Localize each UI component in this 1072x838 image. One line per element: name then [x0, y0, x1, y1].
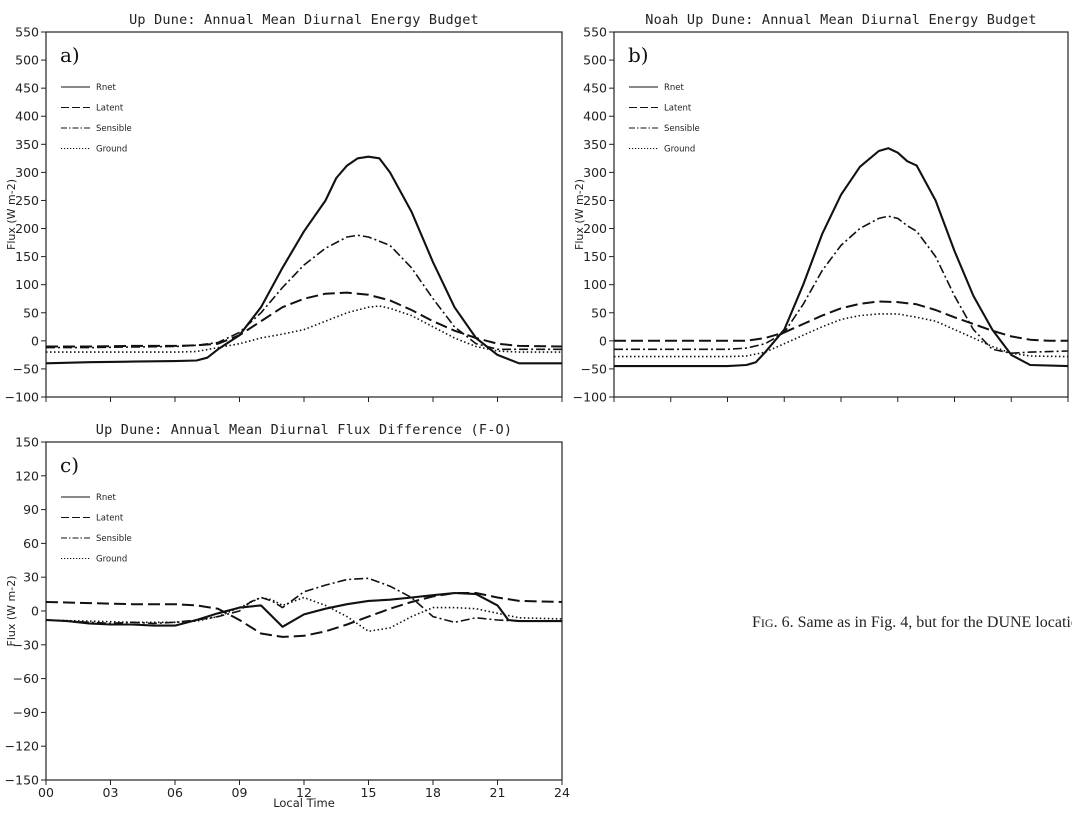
y-tick-label: 450 — [583, 81, 607, 96]
plot-frame — [45, 31, 563, 398]
x-tick-label: 21 — [490, 785, 506, 800]
legend-label-latent: Latent — [96, 104, 124, 114]
panel-b: Noah Up Dune: Annual Mean Diurnal Energy… — [573, 12, 1069, 405]
series-line-ground — [46, 596, 562, 633]
y-tick-label: 50 — [23, 305, 39, 320]
x-axis-label: Local Time — [273, 796, 335, 810]
legend-label-rnet: Rnet — [664, 83, 685, 93]
y-tick-label: 250 — [15, 193, 39, 208]
legend-label-ground: Ground — [96, 555, 127, 565]
x-tick-label: 15 — [361, 785, 377, 800]
x-tick-label: 00 — [38, 785, 54, 800]
y-tick-label: 400 — [583, 109, 607, 124]
panel-label: c) — [60, 453, 79, 477]
y-tick-label: −120 — [5, 739, 39, 754]
y-tick-label: 300 — [15, 165, 39, 180]
legend-label-ground: Ground — [664, 145, 695, 155]
y-tick-label: −60 — [13, 671, 39, 686]
y-tick-label: 350 — [15, 137, 39, 152]
y-tick-label: 350 — [583, 137, 607, 152]
y-tick-label: 100 — [15, 277, 39, 292]
y-tick-label: 90 — [23, 502, 39, 517]
y-tick-label: 120 — [15, 468, 39, 483]
caption-text: . 6. Same as in Fig. 4, but for the DUNE… — [773, 614, 1072, 631]
y-tick-label: 450 — [15, 81, 39, 96]
panel-c: Up Dune: Annual Mean Diurnal Flux Differ… — [5, 422, 570, 810]
y-tick-label: 250 — [583, 193, 607, 208]
legend-label-sensible: Sensible — [96, 534, 132, 544]
y-tick-label: 400 — [15, 109, 39, 124]
series-line-latent — [614, 300, 1068, 342]
y-tick-label: 550 — [583, 25, 607, 40]
y-tick-label: 0 — [599, 333, 607, 348]
series-line-sensible — [614, 215, 1068, 355]
legend-label-latent: Latent — [664, 104, 692, 114]
x-tick-label: 12 — [296, 785, 312, 800]
y-tick-label: −90 — [13, 705, 39, 720]
x-tick-label: 06 — [167, 785, 183, 800]
y-tick-label: 30 — [23, 570, 39, 585]
y-axis-label: Flux (W m-2) — [5, 575, 18, 646]
y-tick-label: −50 — [13, 361, 39, 376]
y-tick-label: 500 — [15, 53, 39, 68]
panel-label: a) — [60, 43, 80, 67]
y-tick-label: 150 — [15, 435, 39, 450]
x-tick-label: 03 — [103, 785, 119, 800]
y-tick-label: −100 — [5, 390, 39, 405]
y-tick-label: 300 — [583, 165, 607, 180]
chart-title: Noah Up Dune: Annual Mean Diurnal Energy… — [645, 12, 1036, 28]
chart-title: Up Dune: Annual Mean Diurnal Flux Differ… — [96, 422, 512, 438]
y-tick-label: 550 — [15, 25, 39, 40]
x-tick-label: 18 — [425, 785, 441, 800]
legend-label-latent: Latent — [96, 514, 124, 524]
panel-label: b) — [628, 43, 649, 67]
y-tick-label: 60 — [23, 536, 39, 551]
y-tick-label: −30 — [13, 637, 39, 652]
y-tick-label: 0 — [31, 604, 39, 619]
x-tick-label: 09 — [232, 785, 248, 800]
series-line-sensible — [46, 234, 562, 351]
legend-label-rnet: Rnet — [96, 83, 117, 93]
x-tick-label: 24 — [554, 785, 570, 800]
y-axis-label: Flux (W m-2) — [573, 179, 586, 250]
chart-title: Up Dune: Annual Mean Diurnal Energy Budg… — [129, 12, 479, 28]
series-line-rnet — [46, 591, 562, 628]
series-line-ground — [614, 313, 1068, 358]
legend-label-sensible: Sensible — [664, 124, 700, 134]
series-line-latent — [46, 291, 562, 348]
y-tick-label: 150 — [15, 249, 39, 264]
series-line-latent — [46, 592, 562, 638]
series-line-rnet — [614, 147, 1068, 368]
y-tick-label: −50 — [581, 361, 607, 376]
caption-prefix: F — [752, 614, 761, 631]
y-axis-label: Flux (W m-2) — [5, 179, 18, 250]
legend-label-rnet: Rnet — [96, 493, 117, 503]
y-tick-label: 100 — [583, 277, 607, 292]
y-tick-label: 500 — [583, 53, 607, 68]
y-tick-label: 200 — [15, 221, 39, 236]
legend-label-ground: Ground — [96, 145, 127, 155]
y-tick-label: −100 — [573, 390, 607, 405]
y-tick-label: 150 — [583, 249, 607, 264]
legend-label-sensible: Sensible — [96, 124, 132, 134]
y-tick-label: 200 — [583, 221, 607, 236]
series-line-sensible — [46, 577, 562, 625]
y-tick-label: −150 — [5, 773, 39, 788]
figure-caption: FIG. 6. Same as in Fig. 4, but for the D… — [752, 614, 1072, 632]
caption-smallcaps: IG — [760, 616, 774, 630]
y-tick-label: 0 — [31, 333, 39, 348]
series-line-ground — [46, 305, 562, 353]
series-line-rnet — [46, 155, 562, 365]
panel-a: Up Dune: Annual Mean Diurnal Energy Budg… — [5, 12, 563, 405]
y-tick-label: 50 — [591, 305, 607, 320]
